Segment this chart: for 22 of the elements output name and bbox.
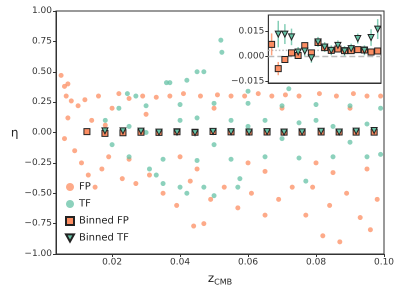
legend-label: Binned FP: [79, 216, 129, 226]
legend-label: TF: [78, 198, 92, 210]
y-tick-label: 0.00: [32, 128, 52, 138]
y-tick-label: 0.50: [32, 66, 52, 77]
y-tick-label: 0.015: [238, 26, 264, 37]
legend-label: FP: [79, 182, 91, 192]
y-tick-label: −0.015: [230, 76, 264, 86]
y-tick-label: −0.75: [24, 218, 52, 229]
x-tick-label: 0.10: [374, 258, 394, 268]
y-tick-label: −0.50: [24, 188, 52, 198]
y-tick-label: 0.000: [238, 51, 265, 62]
x-tick-label: 0.02: [102, 258, 122, 268]
y-tick-label: −0.25: [24, 158, 52, 168]
y-tick-label: 0.25: [32, 97, 52, 108]
y-tick-label: 1.00: [32, 6, 52, 16]
x-tick-label: 0.06: [238, 258, 258, 268]
y-axis-title: η: [10, 126, 19, 140]
legend-label: Binned TF: [79, 232, 130, 244]
x-tick-label: 0.04: [170, 258, 190, 268]
y-tick-label: 0.75: [32, 36, 52, 46]
y-tick-label: −1.00: [24, 249, 52, 259]
x-tick-label: 0.08: [306, 258, 326, 268]
